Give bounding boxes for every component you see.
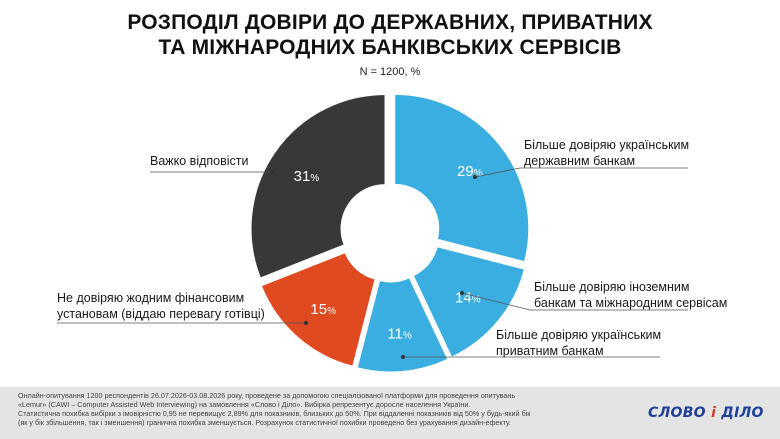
leader-dot [460,291,464,295]
note-line: Статистична похибка вибірки з імовірніст… [18,409,531,418]
leader-dot [304,321,308,325]
slice-label-line: Більше довіряю українським [524,138,690,152]
slice-label-foreign-banks: Більше довіряю іноземним банкам та міжна… [534,279,727,311]
page-title: РОЗПОДІЛ ДОВІРИ ДО ДЕРЖАВНИХ, ПРИВАТНИХ … [0,10,780,60]
logo-word-2: ДІЛО [721,405,764,421]
title-line-1: РОЗПОДІЛ ДОВІРИ ДО ДЕРЖАВНИХ, ПРИВАТНИХ [127,11,653,34]
slice-label-line: банкам та міжнародним сервісам [534,296,728,310]
donut-slice [250,94,386,279]
slice-label-private-banks: Більше довіряю українським приватним бан… [496,327,661,359]
footer-bar: Онлайн-опитування 1200 респондентів 26.0… [0,387,780,439]
slice-value-label: 29% [457,163,483,180]
logo-word-1: СЛОВО [648,405,706,421]
donut-slice [412,246,526,358]
slice-label-line: державним банкам [524,154,636,168]
slice-value-label: 31% [294,168,320,185]
slice-label-line: Важко відповісти [150,154,249,168]
leader-line [474,167,688,178]
slovo-i-dilo-logo[interactable]: СЛОВО і ДІЛО [648,405,764,421]
note-line: (як у бік збільшення, так і зменшення) г… [18,418,511,427]
note-line: «Lemur» (CAWI – Computer Assisted Web In… [18,400,471,409]
slice-label-state-banks: Більше довіряю українським державним бан… [524,137,689,169]
note-line: Онлайн-опитування 1200 респондентів 26.0… [18,391,516,400]
donut-slice [394,93,530,263]
donut-slice [260,252,376,367]
slice-label-hard-to-say: Важко відповісти [150,153,249,169]
slice-value-label: 14% [455,289,481,306]
sample-size-label: N = 1200, % [359,66,421,78]
leader-dot [270,170,274,174]
methodology-note: Онлайн-опитування 1200 респондентів 26.0… [18,391,578,427]
slice-label-line: приватним банкам [496,344,604,358]
slice-value-label: 15% [310,301,336,318]
leader-line [461,292,688,311]
slice-label-line: Більше довіряю іноземним [534,280,690,294]
leader-dot [401,355,405,359]
donut-slice [356,277,449,373]
slice-label-line: Не довіряю жодним фінансовим [57,291,245,305]
slice-label-line: Більше довіряю українським [496,328,662,342]
leader-dot [473,175,477,179]
slice-label-no-trust: Не довіряю жодним фінансовим установам (… [57,290,265,322]
title-line-2: ТА МІЖНАРОДНИХ БАНКІВСЬКИХ СЕРВІСІВ [158,36,622,59]
logo-conjunction: і [705,405,722,421]
donut-chart: 29% 14% 11% 15% 31% [57,93,688,373]
slice-value-label: 11% [387,326,412,343]
slice-label-line: установам (віддаю перевагу готівці) [57,307,265,321]
